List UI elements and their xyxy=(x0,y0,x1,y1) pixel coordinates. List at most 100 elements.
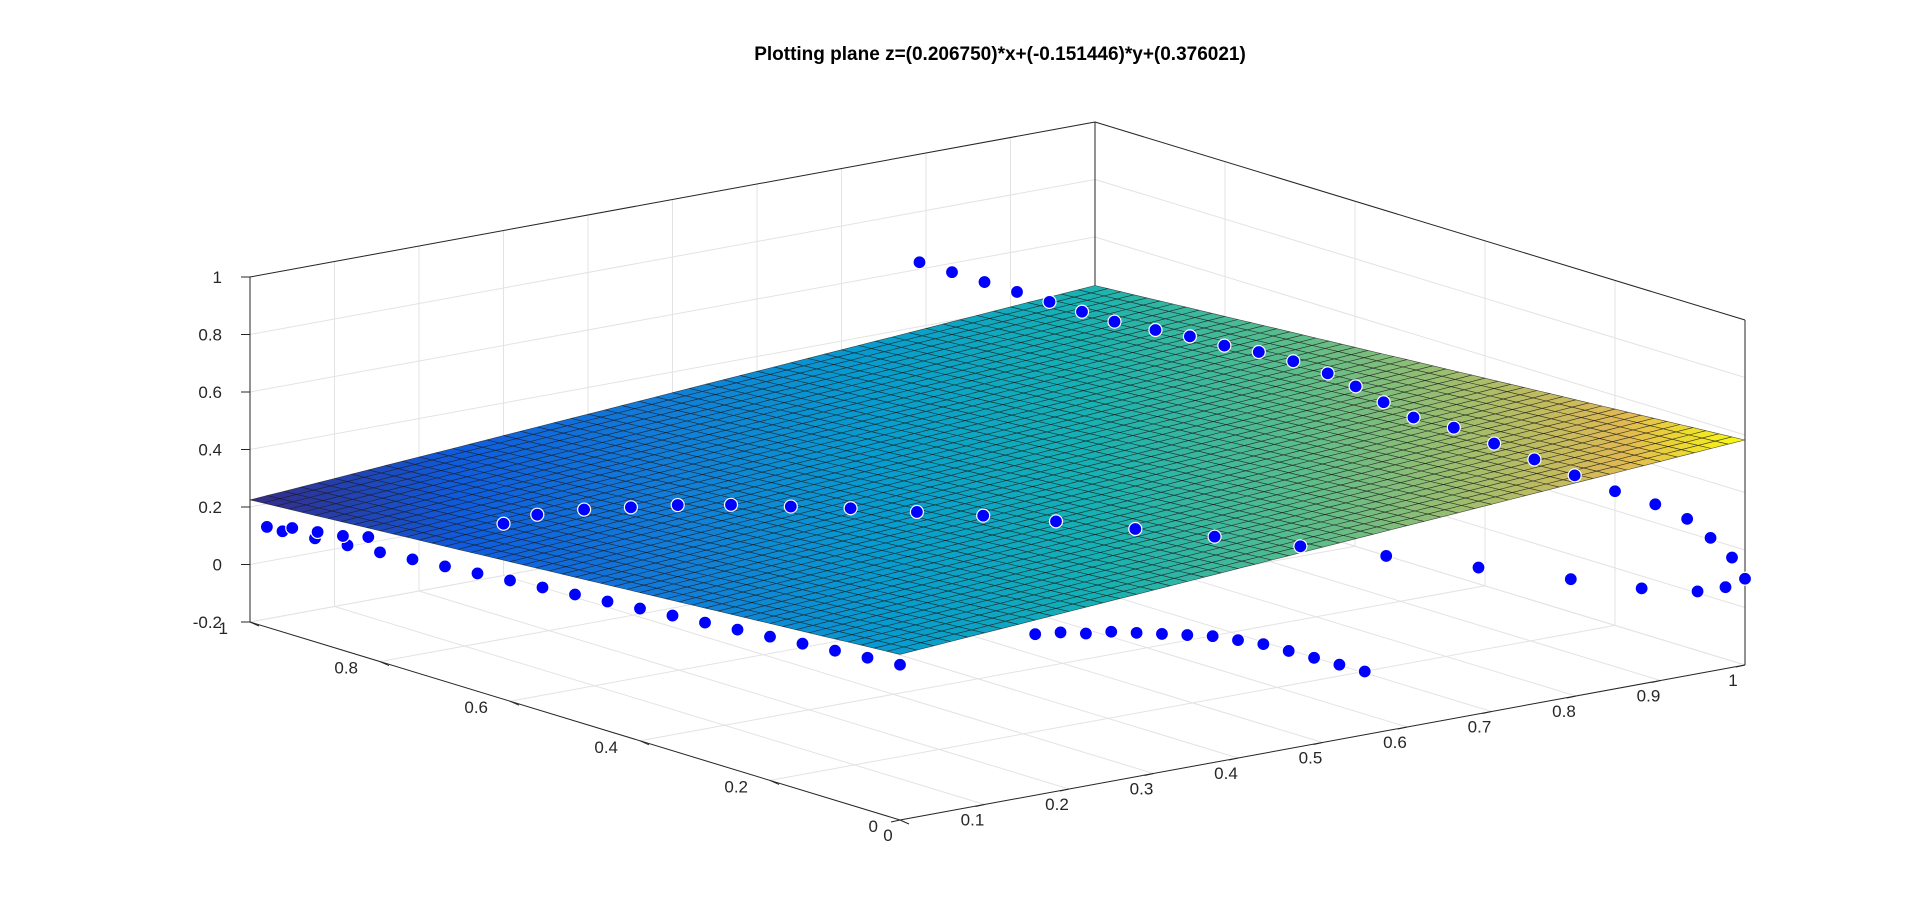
scatter-point xyxy=(1737,571,1753,586)
scatter-point xyxy=(1129,625,1144,640)
chart-title: Plotting plane z=(0.206750)*x+(-0.151446… xyxy=(754,44,1246,65)
scatter-point xyxy=(335,528,351,544)
scatter-point xyxy=(1724,550,1740,565)
z-tick-label: 0.8 xyxy=(198,326,222,345)
x-tick-label: 0.3 xyxy=(1130,780,1154,799)
scatter-point xyxy=(665,608,680,623)
scatter-point xyxy=(1293,539,1308,554)
scatter-point xyxy=(576,502,592,517)
x-tick-mark xyxy=(1059,788,1070,792)
scatter-point xyxy=(567,587,583,602)
x-tick-label: 0.5 xyxy=(1299,749,1323,768)
grid-line-floor-y xyxy=(769,624,1616,781)
scatter-point xyxy=(1286,354,1301,369)
scatter-point xyxy=(1567,468,1582,483)
scatter-point xyxy=(1281,643,1296,659)
scatter-point xyxy=(977,274,992,290)
scatter-point xyxy=(405,552,420,567)
plane-surface xyxy=(249,285,1746,655)
grid-line-wall-y-z xyxy=(249,236,1096,393)
z-tick-label: 0.6 xyxy=(198,383,222,402)
scatter-point xyxy=(1230,633,1246,648)
grid-line-wall-y-z xyxy=(249,179,1096,335)
y-tick-label: 1 xyxy=(219,619,228,638)
scatter-point xyxy=(860,650,875,665)
scatter-point xyxy=(1634,581,1649,596)
scatter-point xyxy=(361,529,376,545)
x-tick-label: 0 xyxy=(883,826,892,845)
z-tick-label: 0.2 xyxy=(198,498,222,517)
scatter-point xyxy=(827,643,843,658)
y-tick-label: 0 xyxy=(869,817,878,836)
scatter-point xyxy=(1148,322,1163,338)
scatter-point xyxy=(1690,584,1705,599)
z-tick-label: 1 xyxy=(213,268,222,287)
z-tick-label: 0 xyxy=(213,556,222,575)
x-tick-label: 0.8 xyxy=(1552,702,1576,721)
scatter-point xyxy=(1486,436,1502,451)
scatter-point xyxy=(1256,636,1271,652)
axes-box-edge xyxy=(249,621,901,821)
scatter-point xyxy=(1471,560,1486,575)
scatter-points xyxy=(259,255,1753,679)
x-tick-mark xyxy=(1397,726,1408,730)
scatter-point xyxy=(1207,529,1222,544)
scatter-point xyxy=(310,524,325,540)
scatter-point xyxy=(285,520,300,536)
scatter-point xyxy=(1527,452,1542,467)
scatter-point xyxy=(783,499,798,514)
scatter-point xyxy=(1074,304,1090,319)
scatter-point xyxy=(762,629,778,644)
scatter-point xyxy=(1107,314,1122,329)
scatter-point xyxy=(502,573,518,588)
x-tick-mark xyxy=(1735,664,1746,668)
scatter-point xyxy=(1078,626,1094,641)
scatter-point xyxy=(795,636,810,651)
scatter-point xyxy=(372,545,388,560)
grid-line-wall-y-z xyxy=(249,294,1096,450)
scatter-point xyxy=(1053,625,1068,640)
y-tick-mark xyxy=(509,700,520,706)
scatter-point xyxy=(632,601,648,616)
plane-mesh-cell xyxy=(886,646,917,655)
scatter-point xyxy=(670,497,685,513)
x-tick-label: 0.7 xyxy=(1468,718,1492,737)
scatter-point xyxy=(530,507,545,522)
scatter-point xyxy=(259,519,274,535)
scatter-point xyxy=(843,501,858,516)
scatter-point xyxy=(1028,627,1043,642)
scatter-point xyxy=(892,657,908,672)
scatter-point xyxy=(1182,329,1198,344)
axes-box-edge xyxy=(249,121,1096,278)
scatter-point xyxy=(1320,366,1335,381)
x-tick-label: 0.9 xyxy=(1637,687,1661,706)
z-tick-label: 0.4 xyxy=(198,441,222,460)
grid-line-floor-x xyxy=(503,575,1154,774)
scatter-point xyxy=(1009,284,1025,300)
x-tick-label: 1 xyxy=(1728,671,1737,690)
scatter-point xyxy=(1376,395,1391,410)
x-tick-mark xyxy=(1228,757,1239,761)
scatter-point xyxy=(437,559,453,574)
scatter-point xyxy=(723,497,739,512)
scatter-point xyxy=(1128,521,1143,537)
grid-line-wall-x-z xyxy=(1094,236,1746,436)
scatter-point xyxy=(1332,657,1347,672)
y-tick-mark xyxy=(769,779,780,785)
scatter-point xyxy=(1251,344,1266,360)
scatter-point xyxy=(1703,530,1718,545)
x-tick-mark xyxy=(1651,680,1661,683)
grid-line-floor-x xyxy=(334,606,985,805)
x-tick-label: 0.4 xyxy=(1214,764,1238,783)
scatter-point xyxy=(697,615,713,630)
scatter-point xyxy=(1563,572,1578,587)
x-tick-mark xyxy=(890,819,901,823)
scatter-point xyxy=(1379,548,1394,564)
x-tick-mark xyxy=(1482,711,1492,714)
scatter-point xyxy=(623,500,639,515)
scatter-point xyxy=(1348,379,1363,394)
scatter-point xyxy=(1406,410,1421,425)
x-tick-mark xyxy=(1566,695,1577,699)
